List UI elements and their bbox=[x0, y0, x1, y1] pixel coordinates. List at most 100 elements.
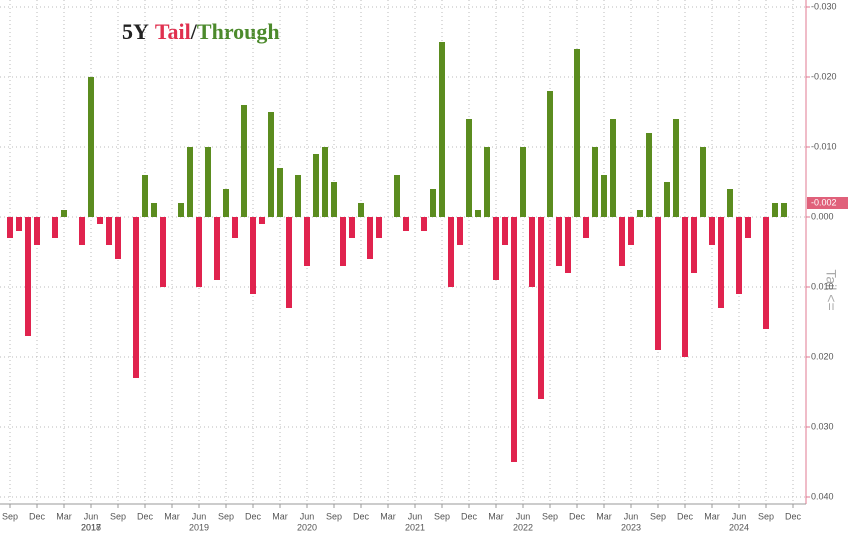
bar bbox=[421, 217, 427, 231]
chart-title: 5Y Tail/Through bbox=[122, 19, 280, 44]
bar bbox=[88, 77, 94, 217]
y-tick-label: 0.010 bbox=[811, 281, 834, 291]
bar bbox=[61, 210, 67, 217]
x-tick-label: Dec bbox=[245, 511, 262, 521]
x-tick-label: Sep bbox=[218, 511, 234, 521]
year-label: 2023 bbox=[621, 522, 641, 532]
x-tick-label: Dec bbox=[569, 511, 586, 521]
last-value-label: -0.002 bbox=[811, 197, 837, 207]
year-label: 2017 bbox=[81, 522, 101, 532]
y-tick-label: 0.000 bbox=[811, 211, 834, 221]
year-label: 2019 bbox=[189, 522, 209, 532]
bar bbox=[772, 203, 778, 217]
bar bbox=[457, 217, 463, 245]
bar bbox=[7, 217, 13, 238]
bar bbox=[142, 175, 148, 217]
year-label: 2022 bbox=[513, 522, 533, 532]
x-tick-label: Sep bbox=[434, 511, 450, 521]
x-tick-label: Dec bbox=[29, 511, 46, 521]
title-part: Tail bbox=[155, 19, 191, 44]
year-label: 2020 bbox=[297, 522, 317, 532]
bar bbox=[115, 217, 121, 259]
bar bbox=[16, 217, 22, 231]
bar bbox=[403, 217, 409, 231]
x-tick-label: Sep bbox=[2, 511, 18, 521]
x-tick-label: Mar bbox=[596, 511, 612, 521]
bar bbox=[232, 217, 238, 238]
bar bbox=[277, 168, 283, 217]
bar bbox=[79, 217, 85, 245]
y-tick-label: -0.020 bbox=[811, 71, 837, 81]
title-part: / bbox=[190, 19, 198, 44]
bar bbox=[286, 217, 292, 308]
bar bbox=[727, 189, 733, 217]
bar bbox=[592, 147, 598, 217]
bar bbox=[394, 175, 400, 217]
y-axis-label: Tail <= bbox=[823, 269, 839, 310]
y-tick-label: 0.020 bbox=[811, 351, 834, 361]
bar bbox=[547, 91, 553, 217]
bar bbox=[646, 133, 652, 217]
y-tick-label: -0.030 bbox=[811, 1, 837, 11]
x-tick-label: Sep bbox=[110, 511, 126, 521]
bar bbox=[691, 217, 697, 273]
bar bbox=[736, 217, 742, 294]
bar bbox=[34, 217, 40, 245]
x-tick-label: Mar bbox=[380, 511, 396, 521]
bar bbox=[484, 147, 490, 217]
bar bbox=[178, 203, 184, 217]
title-part: 5Y bbox=[122, 19, 149, 44]
bar bbox=[268, 112, 274, 217]
x-tick-label: Mar bbox=[272, 511, 288, 521]
x-tick-label: Mar bbox=[56, 511, 72, 521]
bar bbox=[430, 189, 436, 217]
x-tick-label: Dec bbox=[353, 511, 370, 521]
bar bbox=[619, 217, 625, 266]
year-label: 2021 bbox=[405, 522, 425, 532]
bar bbox=[673, 119, 679, 217]
bar bbox=[781, 203, 787, 217]
title-part: Through bbox=[197, 19, 280, 44]
bar bbox=[745, 217, 751, 238]
bar bbox=[196, 217, 202, 287]
x-tick-label: Sep bbox=[650, 511, 666, 521]
bar bbox=[25, 217, 31, 336]
bar bbox=[610, 119, 616, 217]
bar bbox=[358, 203, 364, 217]
bar bbox=[763, 217, 769, 329]
bar bbox=[367, 217, 373, 259]
bar bbox=[709, 217, 715, 245]
bar bbox=[502, 217, 508, 245]
bar bbox=[349, 217, 355, 238]
bar bbox=[313, 154, 319, 217]
x-tick-label: Jun bbox=[300, 511, 315, 521]
bar bbox=[322, 147, 328, 217]
bar bbox=[511, 217, 517, 462]
bar bbox=[151, 203, 157, 217]
bar bbox=[493, 217, 499, 280]
x-tick-label: Sep bbox=[542, 511, 558, 521]
x-tick-label: Jun bbox=[732, 511, 747, 521]
bar bbox=[52, 217, 58, 238]
year-label: 2024 bbox=[729, 522, 749, 532]
x-tick-label: Jun bbox=[408, 511, 423, 521]
bar bbox=[331, 182, 337, 217]
bar bbox=[250, 217, 256, 294]
bar bbox=[223, 189, 229, 217]
bar bbox=[637, 210, 643, 217]
bar bbox=[529, 217, 535, 287]
bar bbox=[340, 217, 346, 266]
y-tick-label: 0.040 bbox=[811, 491, 834, 501]
y-tick-label: 0.030 bbox=[811, 421, 834, 431]
bar bbox=[205, 147, 211, 217]
y-tick-label: -0.010 bbox=[811, 141, 837, 151]
x-tick-label: Mar bbox=[488, 511, 504, 521]
bar bbox=[241, 105, 247, 217]
bar bbox=[664, 182, 670, 217]
x-tick-label: Sep bbox=[326, 511, 342, 521]
bar bbox=[700, 147, 706, 217]
x-tick-label: Jun bbox=[84, 511, 99, 521]
bar bbox=[556, 217, 562, 266]
